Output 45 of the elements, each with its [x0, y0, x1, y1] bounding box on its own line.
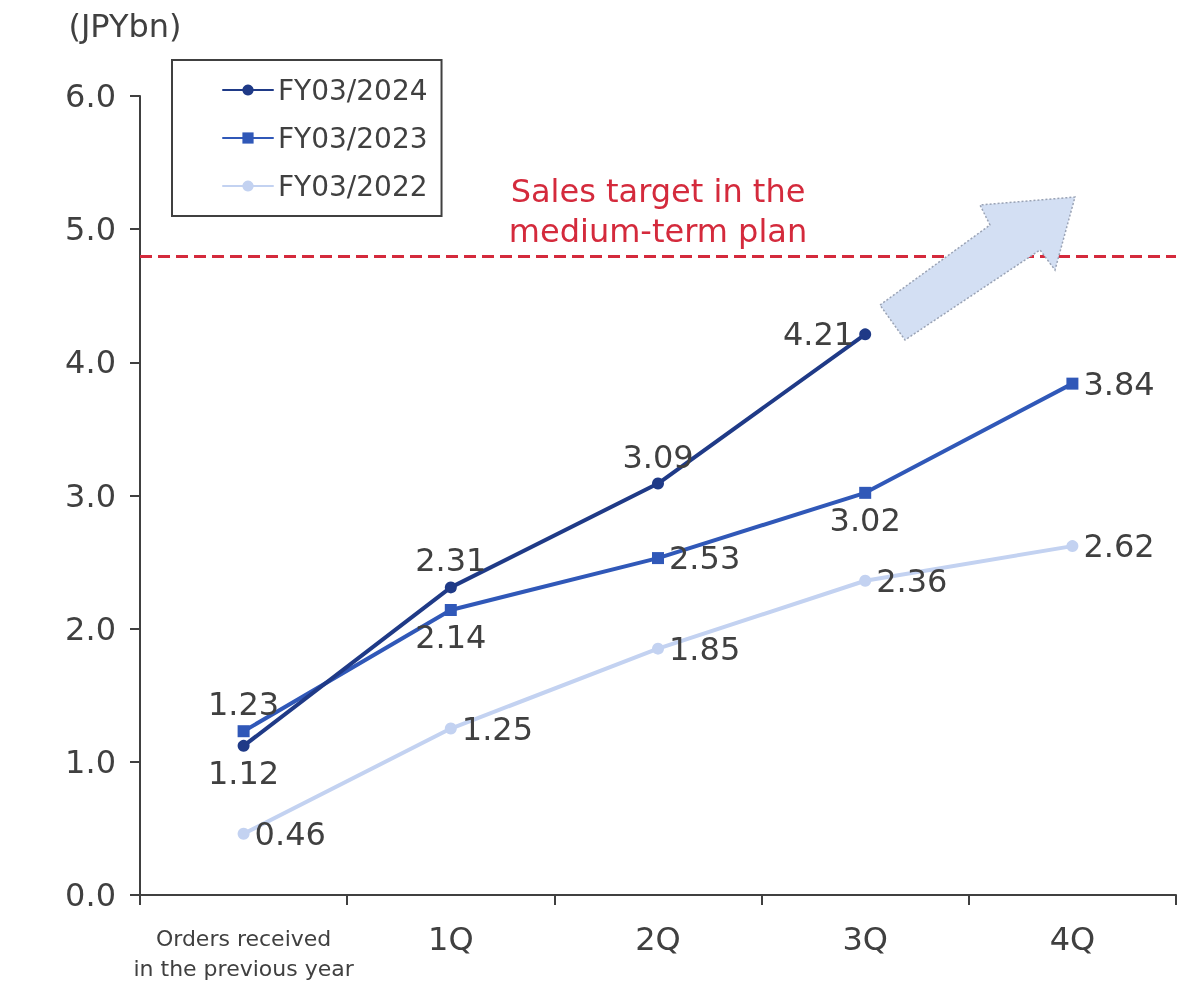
y-tick-label: 3.0	[65, 476, 116, 515]
data-label: 1.25	[461, 709, 534, 748]
y-tick-label: 1.0	[65, 742, 116, 781]
y-tick-label: 4.0	[65, 343, 116, 382]
data-label: 2.36	[876, 561, 948, 600]
y-tick-label: 2.0	[65, 609, 116, 648]
point	[237, 739, 250, 752]
point	[652, 552, 664, 565]
x-tick-label: 3Q	[842, 920, 888, 958]
point	[859, 486, 872, 499]
ref-line-label: Sales target in the medium-term plan	[508, 171, 808, 250]
point	[652, 642, 664, 655]
x-tick-label: 1Q	[428, 920, 474, 958]
data-label: 4.21	[782, 315, 855, 354]
x-tick-label: Orders received in the previous year	[133, 925, 355, 981]
y-tick-label: 5.0	[65, 210, 116, 249]
point	[237, 725, 250, 738]
data-label: 2.31	[415, 541, 487, 580]
data-label: 3.84	[1083, 364, 1155, 403]
point	[444, 722, 457, 735]
legend-label: FY03/2022	[278, 169, 428, 203]
point	[859, 328, 872, 341]
data-label: 1.12	[207, 753, 280, 792]
point	[1066, 540, 1079, 553]
data-label: 3.02	[829, 500, 901, 539]
data-label: 3.09	[622, 437, 694, 476]
point	[444, 604, 457, 617]
point	[444, 581, 457, 594]
legend-label: FY03/2024	[278, 73, 428, 107]
data-label: 2.14	[415, 618, 487, 657]
data-label: 1.85	[669, 629, 741, 668]
y-tick-label: 6.0	[65, 77, 116, 115]
data-label: 1.23	[207, 685, 280, 724]
point	[237, 827, 250, 840]
point	[859, 574, 872, 587]
x-tick-label: 2Q	[635, 920, 681, 958]
data-label: 0.46	[254, 814, 326, 853]
y-tick-label: 0.0	[65, 876, 116, 914]
data-label: 2.62	[1083, 527, 1155, 566]
y-axis-title: (JPYbn)	[68, 7, 182, 45]
point	[652, 477, 664, 490]
x-tick-label: 4Q	[1049, 920, 1096, 958]
data-label: 2.53	[669, 539, 741, 578]
point	[1066, 377, 1079, 390]
legend-label: FY03/2023	[278, 121, 428, 155]
